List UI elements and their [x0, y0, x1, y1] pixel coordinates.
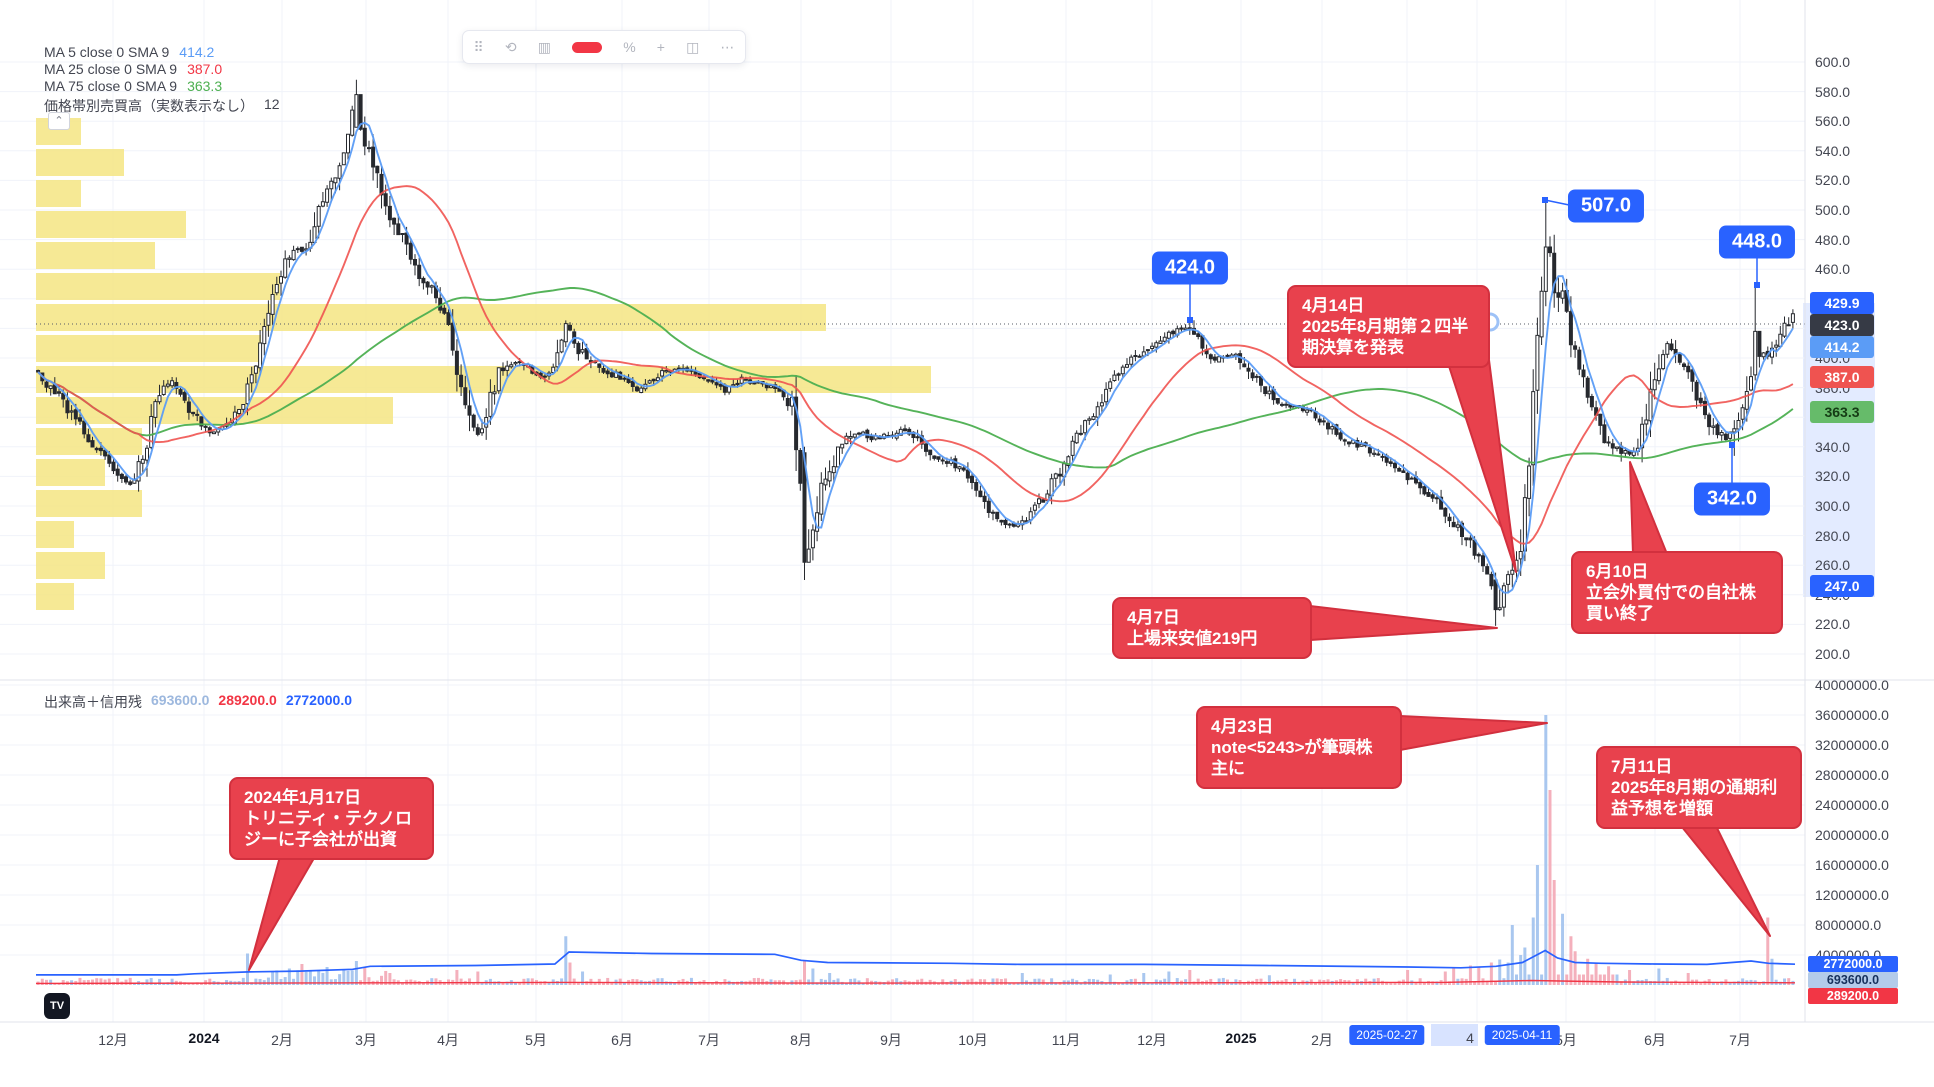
volume-axis-tick: 20000000.0	[1815, 827, 1889, 843]
volume-legend-label: 出来高＋信用残	[44, 694, 142, 710]
legend-row-volume-profile: 価格帯別売買高（実数表示なし） 12	[44, 96, 280, 116]
volume-axis-tick: 24000000.0	[1815, 797, 1889, 813]
time-axis-label: 7月	[698, 1032, 720, 1048]
volume-axis-badge: 2772000.0	[1808, 956, 1898, 972]
volume-legend: 出来高＋信用残 693600.0 289200.0 2772000.0	[44, 692, 352, 712]
price-note-label[interactable]: 507.0	[1567, 189, 1645, 223]
price-axis-tick: 560.0	[1815, 113, 1851, 130]
legend-collapse-button[interactable]: ⌃	[48, 112, 70, 130]
annotation-callout[interactable]: 4月14日 2025年8月期第２四半 期決算を発表	[1287, 285, 1490, 368]
time-axis-label: 5月	[525, 1032, 547, 1048]
time-range-badge[interactable]: 2025-04-11	[1484, 1025, 1560, 1045]
price-axis-tick: 460.0	[1815, 261, 1851, 278]
volume-value: 2772000.0	[285, 692, 352, 708]
more-icon[interactable]: ⋯	[720, 38, 735, 55]
legend-label: MA 5 close 0 SMA 9	[44, 44, 170, 60]
price-axis-badge: 247.0	[1810, 575, 1874, 597]
add-icon[interactable]: +	[656, 39, 665, 55]
time-axis-label: 2025	[1225, 1030, 1257, 1046]
legend-value: 12	[264, 96, 280, 112]
undo-icon[interactable]: ⟲	[504, 38, 517, 55]
annotation-callout[interactable]: 2024年1月17日 トリニティ・テクノロ ジーに子会社が出資	[229, 777, 434, 860]
time-axis-label: 11月	[1051, 1032, 1081, 1048]
time-range-badge[interactable]: 2025-02-27	[1349, 1025, 1425, 1045]
volume-axis-tick: 8000000.0	[1815, 917, 1882, 933]
legend-value: 387.0	[187, 61, 223, 77]
price-note-label[interactable]: 424.0	[1151, 251, 1229, 285]
time-axis-label: 8月	[790, 1032, 812, 1048]
legend-row-ma75: MA 75 close 0 SMA 9 363.3	[44, 78, 222, 94]
time-axis-label: 12月	[1137, 1032, 1167, 1048]
volume-axis-badge: 693600.0	[1808, 972, 1898, 988]
time-axis-label: 6月	[611, 1032, 633, 1048]
legend-label: MA 25 close 0 SMA 9	[44, 61, 178, 77]
time-axis-label: 6月	[1644, 1032, 1666, 1048]
time-axis-label: 10月	[958, 1032, 988, 1048]
volume-axis-tick: 16000000.0	[1815, 857, 1889, 873]
annotation-callout[interactable]: 6月10日 立会外買付での自社株 買い終了	[1571, 551, 1783, 634]
time-axis-label: 4月	[437, 1032, 459, 1048]
price-axis-tick: 580.0	[1815, 83, 1851, 100]
price-axis-tick: 520.0	[1815, 172, 1851, 189]
compare-icon[interactable]: %	[623, 39, 636, 55]
price-axis-tick: 300.0	[1815, 498, 1851, 514]
price-axis-badge: 423.0	[1810, 314, 1874, 336]
volume-axis-tick: 40000000.0	[1815, 677, 1889, 693]
legend-label: 価格帯別売買高（実数表示なし）	[44, 98, 254, 114]
time-axis-label: 5月	[1555, 1032, 1577, 1048]
price-axis-tick: 280.0	[1815, 527, 1851, 544]
price-axis-badge: 429.9	[1810, 292, 1874, 314]
legend-value: 414.2	[179, 44, 215, 60]
price-axis-tick: 540.0	[1815, 142, 1851, 159]
legend-row-ma25: MA 25 close 0 SMA 9 387.0	[44, 61, 222, 77]
price-note-label[interactable]: 448.0	[1718, 225, 1796, 259]
price-axis-tick: 340.0	[1815, 438, 1851, 455]
price-axis-tick: 320.0	[1815, 468, 1851, 485]
tradingview-logo[interactable]: TV	[44, 993, 70, 1019]
volume-axis-tick: 36000000.0	[1815, 707, 1889, 723]
legend-row-ma5: MA 5 close 0 SMA 9 414.2	[44, 44, 214, 60]
annotation-callout[interactable]: 4月23日 note<5243>が筆頭株 主に	[1196, 706, 1402, 789]
legend-label: MA 75 close 0 SMA 9	[44, 78, 178, 94]
price-axis-badge: 387.0	[1810, 366, 1874, 388]
annotation-callout[interactable]: 7月11日 2025年8月期の通期利 益予想を増額	[1596, 746, 1802, 829]
drag-handle-icon[interactable]: ⠿	[473, 38, 484, 55]
price-axis-tick: 220.0	[1815, 616, 1851, 633]
record-pill[interactable]	[572, 41, 603, 53]
interval-icon[interactable]: ▥	[537, 38, 551, 55]
time-axis-label: 9月	[880, 1032, 902, 1048]
time-axis-label: 4	[1466, 1030, 1474, 1046]
price-axis-tick: 200.0	[1815, 646, 1851, 662]
volume-axis-tick: 32000000.0	[1815, 737, 1889, 753]
volume-axis-tick: 28000000.0	[1815, 767, 1889, 783]
floating-toolbar: ⠿ ⟲ ▥% + ◫ ⋯	[462, 30, 746, 64]
time-axis-label: 2月	[271, 1032, 293, 1048]
time-axis-label: 2024	[188, 1030, 220, 1046]
annotation-callout[interactable]: 4月7日 上場来安値219円	[1112, 597, 1312, 659]
volume-axis-badge: 289200.0	[1808, 988, 1898, 1004]
time-axis-label: 2月	[1311, 1032, 1333, 1048]
volume-value: 289200.0	[218, 692, 277, 708]
price-axis-tick: 480.0	[1815, 231, 1851, 248]
price-axis-tick: 600.0	[1815, 54, 1851, 70]
screenshot-icon[interactable]: ◫	[686, 38, 700, 55]
time-axis-label: 3月	[355, 1032, 377, 1048]
volume-axis-tick: 12000000.0	[1815, 887, 1889, 903]
price-axis-tick: 260.0	[1815, 557, 1851, 574]
price-axis-badge: 363.3	[1810, 401, 1874, 423]
time-axis-label: 12月	[98, 1032, 128, 1048]
price-note-label[interactable]: 342.0	[1693, 482, 1771, 516]
legend-value: 363.3	[187, 78, 223, 94]
volume-value: 693600.0	[151, 692, 210, 708]
time-axis-label: 7月	[1729, 1032, 1751, 1048]
price-axis-tick: 500.0	[1815, 202, 1851, 218]
price-axis-badge: 414.2	[1810, 336, 1874, 358]
